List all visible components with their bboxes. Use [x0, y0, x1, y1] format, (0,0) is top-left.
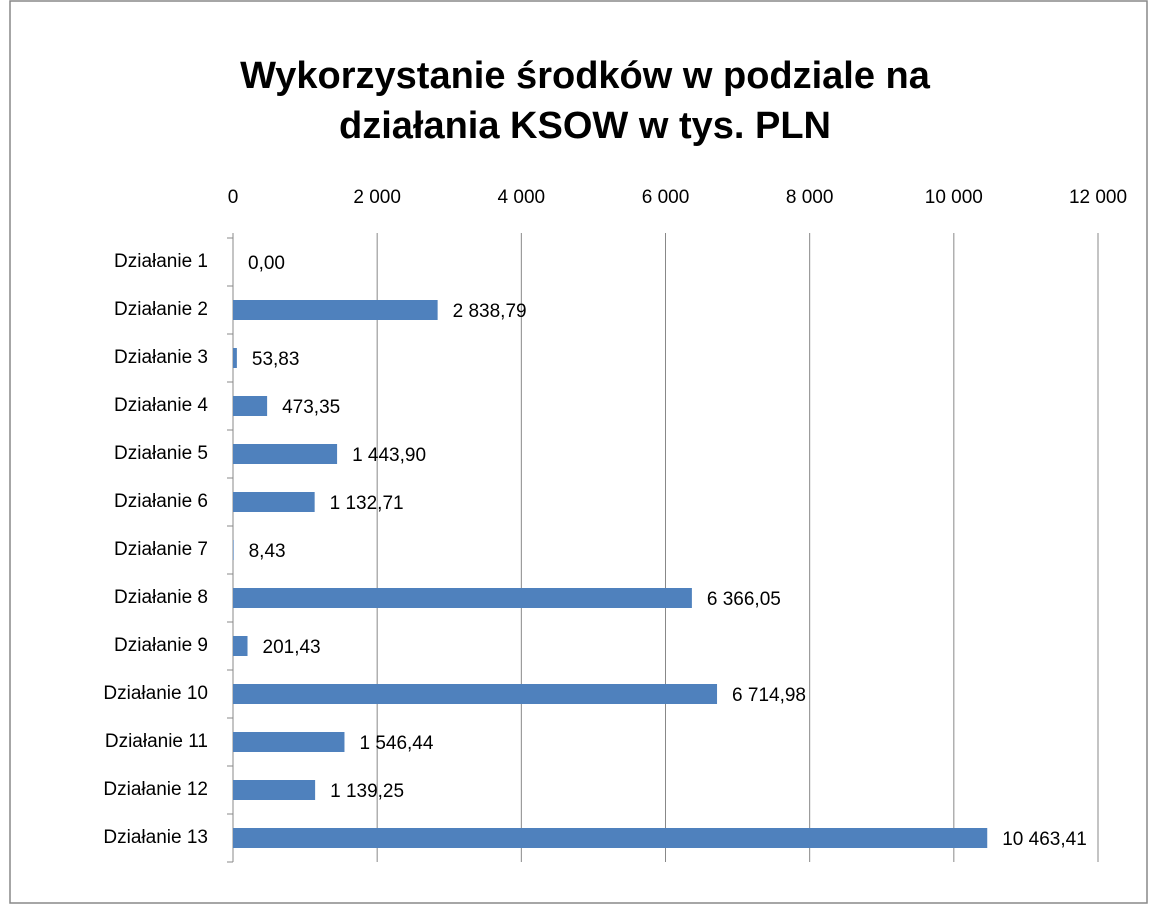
x-tick-label: 4 000: [498, 187, 546, 208]
bar: [233, 396, 268, 416]
x-tick-label: 8 000: [786, 187, 834, 208]
y-tick-label: Działanie 5: [114, 443, 208, 464]
x-tick-label: 10 000: [925, 187, 983, 208]
data-label: 6 714,98: [732, 685, 806, 706]
bar: [233, 588, 692, 608]
data-label: 2 838,79: [453, 301, 527, 322]
data-label: 10 463,41: [1002, 829, 1087, 850]
chart-title: działania KSOW w tys. PLN: [339, 105, 831, 147]
y-tick-label: Działanie 9: [114, 635, 208, 656]
data-label: 201,43: [263, 637, 321, 658]
y-tick-label: Działanie 1: [114, 251, 208, 272]
bar: [233, 492, 315, 512]
y-tick-label: Działanie 10: [103, 683, 208, 704]
data-label: 1 443,90: [352, 445, 426, 466]
chart-frame: [9, 0, 1148, 904]
y-tick-label: Działanie 8: [114, 587, 208, 608]
x-tick-label: 12 000: [1069, 187, 1127, 208]
y-tick-label: Działanie 4: [114, 395, 208, 416]
data-label: 1 139,25: [330, 781, 404, 802]
x-tick-label: 6 000: [642, 187, 690, 208]
data-label: 8,43: [249, 541, 286, 562]
data-label: 0,00: [248, 253, 285, 274]
bar: [233, 348, 237, 368]
bar: [233, 444, 338, 464]
bar: [233, 732, 345, 752]
data-label: 1 546,44: [359, 733, 433, 754]
bar: [233, 828, 988, 848]
bar: [233, 636, 248, 656]
chart-title: Wykorzystanie środków w podziale na: [240, 55, 931, 97]
bar: [233, 540, 234, 560]
data-label: 53,83: [252, 349, 300, 370]
data-label: 6 366,05: [707, 589, 781, 610]
x-tick-label: 0: [228, 187, 239, 208]
y-tick-label: Działanie 7: [114, 539, 208, 560]
y-tick-label: Działanie 3: [114, 347, 208, 368]
bar: [233, 300, 438, 320]
bar: [233, 780, 316, 800]
y-tick-label: Działanie 11: [105, 731, 208, 752]
y-tick-label: Działanie 12: [103, 779, 208, 800]
data-label: 473,35: [282, 397, 340, 418]
x-tick-label: 2 000: [353, 187, 401, 208]
y-tick-label: Działanie 6: [114, 491, 208, 512]
data-label: 1 132,71: [330, 493, 404, 514]
y-tick-label: Działanie 2: [114, 299, 208, 320]
y-tick-label: Działanie 13: [103, 827, 208, 848]
bar: [233, 684, 718, 704]
